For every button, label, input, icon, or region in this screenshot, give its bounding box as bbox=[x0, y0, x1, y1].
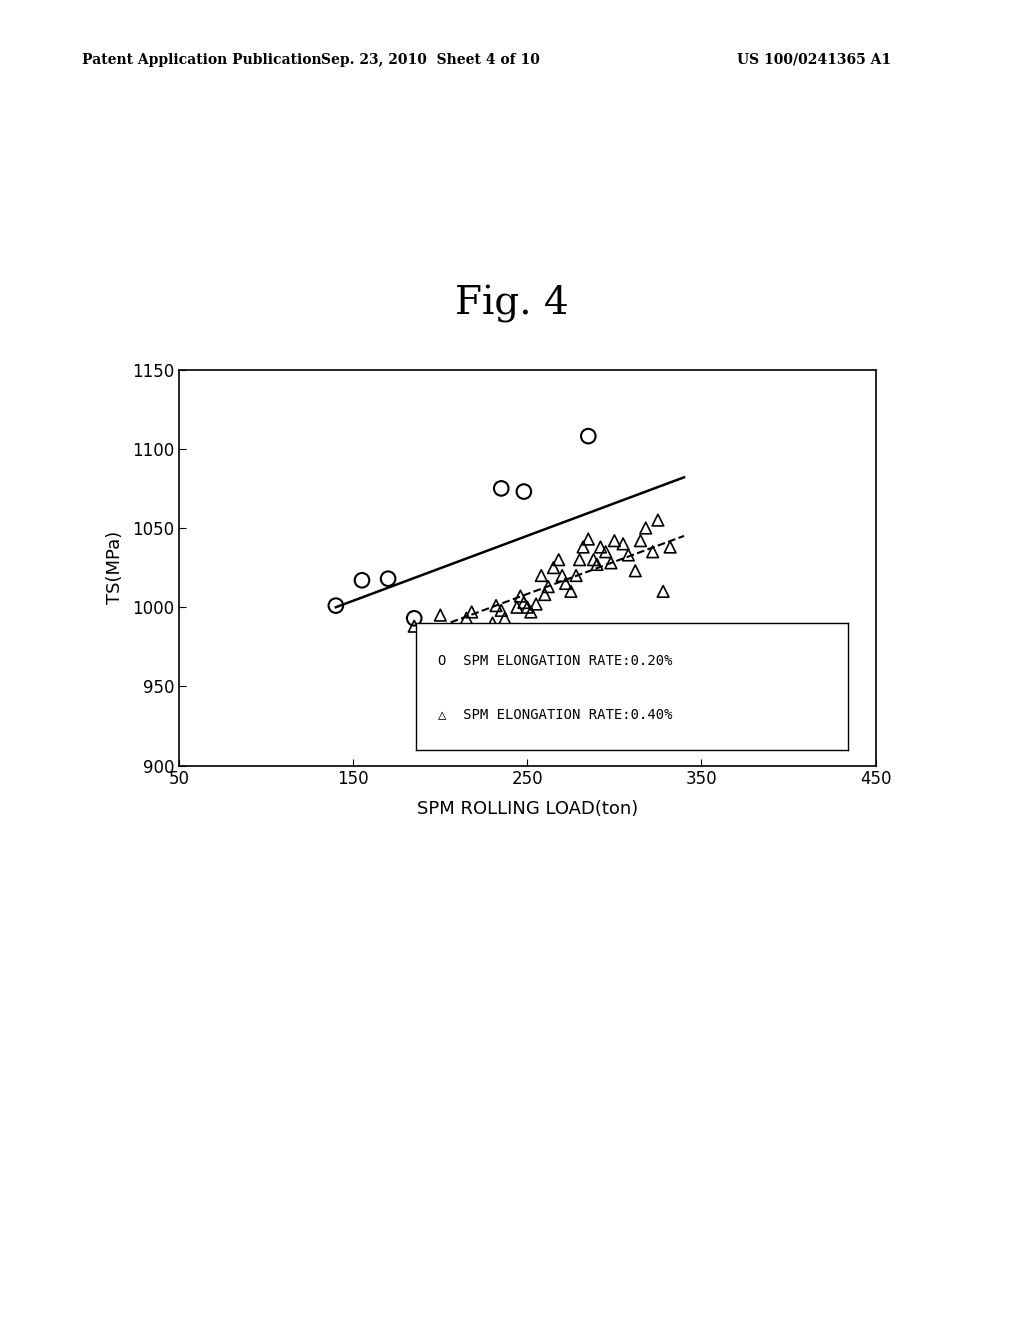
Point bbox=[493, 478, 509, 499]
Point bbox=[603, 552, 620, 573]
Point bbox=[406, 607, 422, 628]
Point bbox=[621, 544, 637, 565]
Point bbox=[655, 581, 672, 602]
Point bbox=[464, 602, 480, 623]
Point bbox=[574, 536, 591, 557]
Point bbox=[571, 549, 588, 570]
Point bbox=[644, 541, 660, 562]
Point bbox=[528, 594, 545, 615]
Point bbox=[568, 565, 585, 586]
Point bbox=[487, 595, 504, 616]
Point bbox=[493, 599, 509, 620]
Point bbox=[638, 517, 654, 539]
Point bbox=[545, 557, 561, 578]
Point bbox=[537, 583, 553, 605]
Point bbox=[499, 622, 515, 643]
Point bbox=[380, 568, 396, 589]
Point bbox=[509, 597, 525, 618]
Point bbox=[497, 607, 513, 628]
Point bbox=[586, 549, 602, 570]
Point bbox=[502, 631, 518, 652]
Point bbox=[580, 528, 596, 549]
Point bbox=[354, 570, 371, 591]
Point bbox=[627, 560, 643, 581]
Text: US 100/0241365 A1: US 100/0241365 A1 bbox=[737, 53, 892, 67]
Point bbox=[484, 612, 501, 634]
Point bbox=[597, 541, 613, 562]
Point bbox=[649, 510, 666, 531]
Point bbox=[519, 597, 536, 618]
Point bbox=[450, 631, 466, 652]
Point bbox=[592, 536, 608, 557]
Point bbox=[614, 533, 631, 554]
Point bbox=[432, 605, 449, 626]
Point bbox=[516, 480, 532, 502]
Point bbox=[406, 615, 422, 636]
Text: Sep. 23, 2010  Sheet 4 of 10: Sep. 23, 2010 Sheet 4 of 10 bbox=[321, 53, 540, 67]
Y-axis label: TS(MPa): TS(MPa) bbox=[105, 531, 124, 605]
Point bbox=[606, 531, 623, 552]
Point bbox=[563, 581, 580, 602]
Point bbox=[459, 607, 475, 628]
Point bbox=[632, 531, 649, 552]
Text: Patent Application Publication: Patent Application Publication bbox=[82, 53, 322, 67]
Point bbox=[589, 554, 605, 576]
Point bbox=[557, 573, 573, 594]
Point bbox=[551, 549, 567, 570]
Point bbox=[505, 620, 521, 642]
X-axis label: SPM ROLLING LOAD(ton): SPM ROLLING LOAD(ton) bbox=[417, 800, 638, 817]
Point bbox=[481, 628, 498, 649]
Point bbox=[475, 635, 492, 656]
Text: Fig. 4: Fig. 4 bbox=[455, 285, 569, 323]
Point bbox=[512, 586, 528, 607]
Point bbox=[522, 602, 539, 623]
Point bbox=[534, 565, 550, 586]
Point bbox=[540, 576, 556, 597]
Point bbox=[580, 425, 596, 446]
Point bbox=[440, 626, 457, 647]
Point bbox=[516, 591, 532, 612]
Point bbox=[554, 565, 570, 586]
Point bbox=[467, 623, 483, 644]
Point bbox=[470, 628, 486, 649]
Point bbox=[662, 536, 678, 557]
Point bbox=[328, 595, 344, 616]
